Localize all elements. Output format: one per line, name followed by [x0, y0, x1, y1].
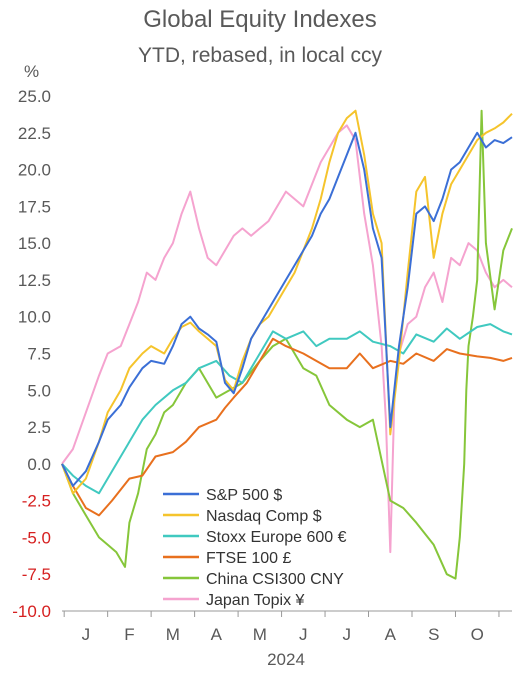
y-tick-label: 7.5 — [27, 345, 51, 364]
series-line-5 — [61, 124, 513, 554]
y-axis-unit-label: % — [24, 62, 39, 81]
y-tick-label: 17.5 — [18, 197, 51, 216]
y-tick-label: -5.0 — [22, 528, 51, 547]
y-tick-label: -10.0 — [12, 602, 51, 621]
x-tick-label: S — [428, 625, 439, 644]
y-tick-label: 20.0 — [18, 161, 51, 180]
legend-label: Japan Topix ¥ — [206, 592, 305, 609]
x-tick-label: M — [253, 625, 267, 644]
y-tick-label: -7.5 — [22, 565, 51, 584]
legend-label: Stoxx Europe 600 € — [206, 529, 347, 546]
x-tick-label: M — [166, 625, 180, 644]
legend-label: Nasdaq Comp $ — [206, 508, 322, 525]
y-tick-label: 10.0 — [18, 308, 51, 327]
y-tick-label: -2.5 — [22, 492, 51, 511]
chart-subtitle: YTD, rebased, in local ccy — [138, 44, 382, 67]
chart-title: Global Equity Indexes — [143, 6, 377, 33]
y-tick-label: 5.0 — [27, 381, 51, 400]
series-line-3 — [61, 337, 513, 517]
series-line-1 — [61, 109, 513, 495]
legend: S&P 500 $ Nasdaq Comp $ Stoxx Europe 600 €… — [163, 487, 347, 609]
x-tick-label: J — [343, 625, 352, 644]
x-tick-label: J — [82, 625, 91, 644]
series-line-4 — [61, 109, 513, 580]
legend-label: China CSI300 CNY — [206, 571, 344, 588]
legend-label: FTSE 100 £ — [206, 550, 291, 567]
x-tick-label: A — [385, 625, 397, 644]
y-tick-label: 22.5 — [18, 124, 51, 143]
y-tick-label: 2.5 — [27, 418, 51, 437]
y-tick-label: 0.0 — [27, 455, 51, 474]
y-axis-ticks: 25.0 22.5 20.0 17.5 15.0 12.5 10.0 7.5 5.0 2.5 0.0… — [12, 87, 51, 621]
x-tick-label: F — [124, 625, 134, 644]
series-lines — [61, 109, 513, 580]
series-line-0 — [61, 131, 513, 487]
x-tick-label: O — [471, 625, 484, 644]
x-axis-year-label: 2024 — [267, 650, 305, 669]
x-tick-label: J — [299, 625, 308, 644]
legend-label: S&P 500 $ — [206, 487, 282, 504]
y-tick-label: 25.0 — [18, 87, 51, 106]
y-tick-label: 15.0 — [18, 234, 51, 253]
series-line-2 — [61, 323, 513, 495]
y-tick-label: 12.5 — [18, 271, 51, 290]
x-tick-label: A — [211, 625, 223, 644]
